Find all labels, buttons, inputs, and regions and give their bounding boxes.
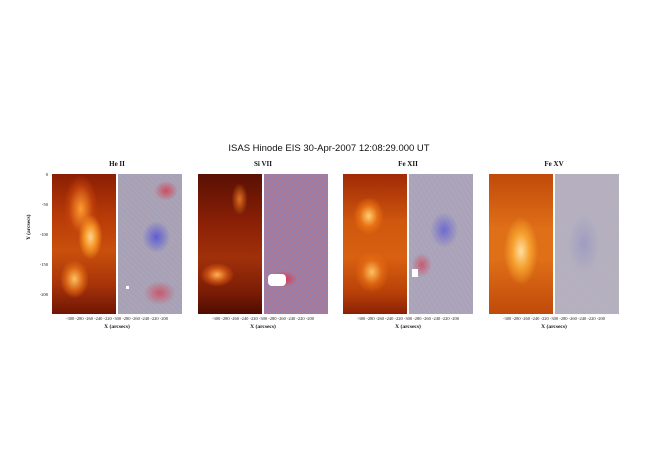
- saturated-spot: [268, 274, 286, 286]
- saturated-spot: [126, 286, 129, 289]
- x-axis-label: X (arcsecs): [104, 324, 130, 330]
- intensity-map-image: [52, 174, 116, 314]
- velocity-map-image: [409, 174, 473, 314]
- x-ticks-right: -300 -280 -260 -240 -220 -200: [403, 316, 459, 321]
- intensity-map-image: [489, 174, 553, 314]
- y-axis-ticks: 0 -50 -100 -150 -200: [36, 172, 48, 312]
- y-tick: -50: [42, 202, 48, 207]
- intensity-map-image: [343, 174, 407, 314]
- x-ticks-left: -300 -280 -260 -240 -220: [212, 316, 258, 321]
- panel-he-ii: He II -300 -280 -260 -240 -220 -300 -280…: [52, 160, 182, 336]
- x-ticks-right: -300 -280 -260 -240 -220 -200: [549, 316, 605, 321]
- panel-label: Si VII: [254, 160, 272, 168]
- y-axis-label: Y (arcsecs): [26, 214, 32, 240]
- y-tick: 0: [45, 172, 48, 177]
- x-axis-label: X (arcsecs): [541, 324, 567, 330]
- x-axis-label: X (arcsecs): [250, 324, 276, 330]
- panel-fe-xv: Fe XV -300 -280 -260 -240 -220 -300 -280…: [489, 160, 619, 336]
- saturated-spot: [412, 269, 418, 277]
- x-ticks-right: -300 -280 -260 -240 -220 -200: [112, 316, 168, 321]
- x-ticks-left: -300 -280 -260 -240 -220: [503, 316, 549, 321]
- y-tick: -150: [39, 262, 48, 267]
- x-axis-ticks: -300 -280 -260 -240 -220 -300 -280 -260 …: [198, 316, 328, 321]
- velocity-map-image: [555, 174, 619, 314]
- x-axis-ticks: -300 -280 -260 -240 -220 -300 -280 -260 …: [343, 316, 473, 321]
- y-tick: -100: [39, 232, 48, 237]
- velocity-map-image: [118, 174, 182, 314]
- panel-si-vii: Si VII -300 -280 -260 -240 -220 -300 -28…: [198, 160, 328, 336]
- panel-label: He II: [109, 160, 125, 168]
- panel-label: Fe XII: [398, 160, 418, 168]
- figure-title: ISAS Hinode EIS 30-Apr-2007 12:08:29.000…: [228, 143, 430, 154]
- intensity-map-image: [198, 174, 262, 314]
- velocity-map-image: [264, 174, 328, 314]
- x-axis-ticks: -300 -280 -260 -240 -220 -300 -280 -260 …: [52, 316, 182, 321]
- y-tick: -200: [39, 292, 48, 297]
- x-ticks-right: -300 -280 -260 -240 -220 -200: [258, 316, 314, 321]
- x-ticks-left: -300 -280 -260 -240 -220: [66, 316, 112, 321]
- x-ticks-left: -300 -280 -260 -240 -220: [357, 316, 403, 321]
- x-axis-label: X (arcsecs): [395, 324, 421, 330]
- panel-label: Fe XV: [544, 160, 564, 168]
- x-axis-ticks: -300 -280 -260 -240 -220 -300 -280 -260 …: [489, 316, 619, 321]
- panel-fe-xii: Fe XII -300 -280 -260 -240 -220 -300 -28…: [343, 160, 473, 336]
